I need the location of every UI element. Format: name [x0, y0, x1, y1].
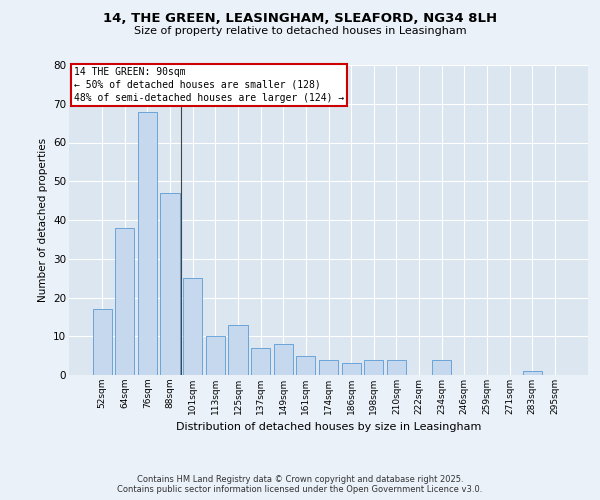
Bar: [229, 324, 248, 375]
Bar: [92, 309, 112, 375]
Bar: [364, 360, 383, 375]
Bar: [523, 371, 542, 375]
Bar: [251, 348, 270, 375]
Bar: [319, 360, 338, 375]
Bar: [274, 344, 293, 375]
X-axis label: Distribution of detached houses by size in Leasingham: Distribution of detached houses by size …: [176, 422, 481, 432]
Bar: [138, 112, 157, 375]
Bar: [432, 360, 451, 375]
Bar: [341, 364, 361, 375]
Text: 14, THE GREEN, LEASINGHAM, SLEAFORD, NG34 8LH: 14, THE GREEN, LEASINGHAM, SLEAFORD, NG3…: [103, 12, 497, 26]
Bar: [115, 228, 134, 375]
Text: Size of property relative to detached houses in Leasingham: Size of property relative to detached ho…: [134, 26, 466, 36]
Text: 14 THE GREEN: 90sqm
← 50% of detached houses are smaller (128)
48% of semi-detac: 14 THE GREEN: 90sqm ← 50% of detached ho…: [74, 66, 344, 103]
Text: Contains HM Land Registry data © Crown copyright and database right 2025.
Contai: Contains HM Land Registry data © Crown c…: [118, 474, 482, 494]
Y-axis label: Number of detached properties: Number of detached properties: [38, 138, 47, 302]
Bar: [387, 360, 406, 375]
Bar: [160, 193, 180, 375]
Bar: [296, 356, 316, 375]
Bar: [183, 278, 202, 375]
Bar: [206, 336, 225, 375]
